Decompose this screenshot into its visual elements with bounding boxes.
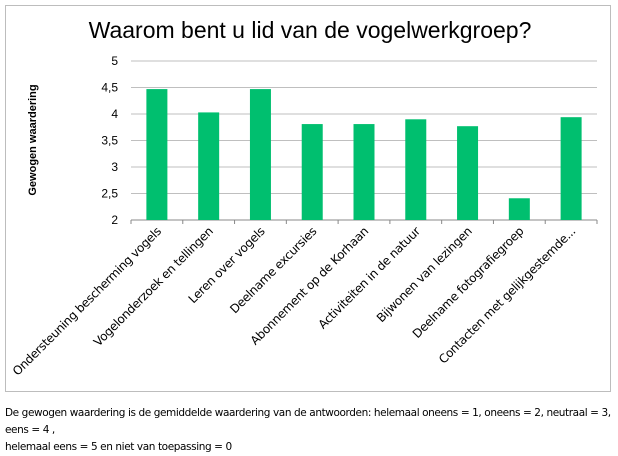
bar-chart: Waarom bent u lid van de vogelwerkgroep?… [10, 17, 598, 378]
y-tick-label: 5 [111, 54, 118, 68]
y-tick-label: 2,5 [101, 187, 118, 201]
y-axis-label: Gewogen waardering [27, 84, 39, 195]
chart-frame [5, 5, 611, 392]
y-tick-label: 2 [111, 213, 118, 227]
x-tick-label: Activiteiten in de natuur [315, 224, 423, 332]
bar [560, 117, 582, 220]
chart-title: Waarom bent u lid van de vogelwerkgroep? [89, 17, 532, 43]
bar [301, 124, 323, 220]
y-tick-label: 3 [111, 160, 118, 174]
bar [353, 124, 375, 220]
bar [249, 89, 271, 220]
bar [508, 198, 530, 220]
y-tick-label: 3,5 [101, 134, 118, 148]
bar [146, 89, 168, 220]
footnote: De gewogen waardering is de gemiddelde w… [5, 405, 615, 456]
x-tick-label: Deelname excursies [227, 224, 319, 316]
y-tick-label: 4,5 [101, 81, 118, 95]
bar [457, 126, 479, 220]
x-tick-label: Bijwonen van lezingen [374, 224, 475, 325]
bar [198, 112, 220, 220]
y-tick-label: 4 [111, 107, 118, 121]
bar [405, 119, 427, 220]
footnote-line-1: De gewogen waardering is de gemiddelde w… [5, 407, 611, 436]
footnote-line-2: helemaal eens = 5 en niet van toepassing… [5, 441, 232, 453]
